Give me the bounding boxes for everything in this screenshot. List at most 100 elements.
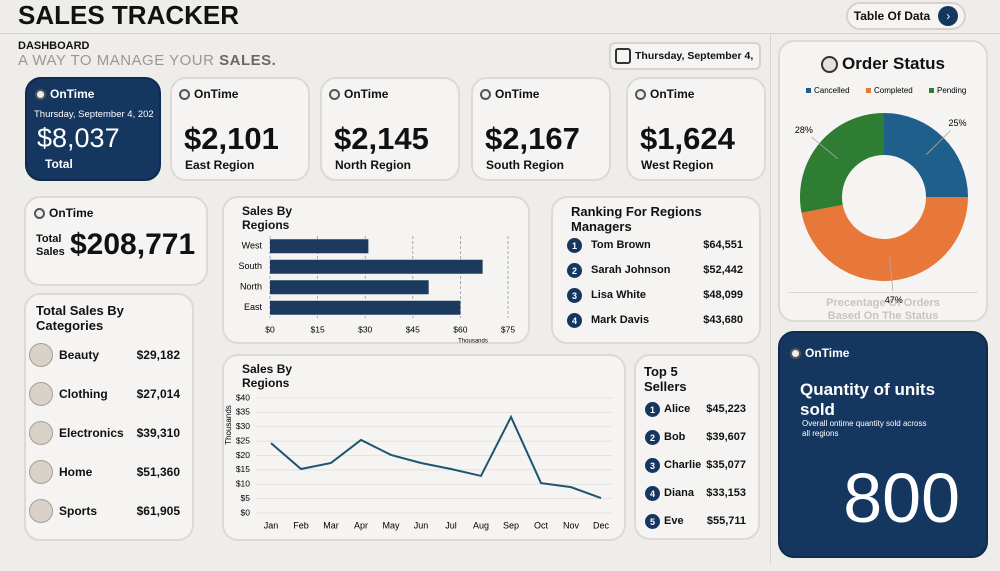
categories-card: Total Sales By Categories Beauty $29,182 Cl…: [24, 293, 194, 541]
tagline-text: A WAY TO MANAGE YOUR: [18, 52, 215, 69]
seller-value: $39,607: [706, 431, 746, 443]
category-icon: [29, 382, 53, 406]
total-value: $8,037: [37, 123, 120, 153]
page-title: SALES TRACKER: [18, 0, 240, 30]
total-sales-value: $208,771: [70, 228, 196, 261]
tagline: A WAY TO MANAGE YOUR SALES.: [18, 52, 276, 69]
region-card: OnTime $2,145 North Region: [320, 77, 460, 181]
seller-name: Bob: [664, 431, 686, 443]
seller-name: Alice: [664, 403, 691, 415]
divider: [770, 34, 771, 564]
title-icon: [821, 55, 838, 73]
seller-name: Charlie: [664, 459, 702, 471]
rank-badge: 4: [567, 313, 582, 328]
category-name: Electronics: [59, 426, 124, 440]
region-label: East Region: [185, 158, 255, 172]
rank-badge: 3: [567, 288, 582, 303]
units-title: Quantity of units sold: [800, 380, 936, 419]
chart-title: Sales By Regions: [242, 362, 293, 390]
region-value: $1,624: [640, 121, 735, 156]
rank-badge: 1: [567, 238, 582, 253]
category-name: Clothing: [59, 387, 108, 401]
units-card: OnTime Quantity of units sold Overall onti…: [778, 331, 988, 558]
card-title: Total Sales By Categories: [36, 303, 124, 333]
region-card: OnTime $2,101 East Region: [170, 77, 310, 181]
status: OnTime: [34, 206, 93, 220]
tagline-emphasis: SALES.: [219, 52, 277, 69]
category-icon: [29, 421, 53, 445]
button-label: Table Of Data: [853, 9, 931, 23]
manager-name: Sarah Johnson: [591, 264, 671, 276]
rank-badge: 2: [645, 430, 660, 445]
manager-name: Tom Brown: [591, 239, 651, 251]
divider: [788, 292, 978, 293]
rank-badge: 1: [645, 402, 660, 417]
seller-name: Eve: [664, 515, 684, 527]
card-title: Top 5 Sellers: [644, 364, 687, 394]
label-line: Total: [36, 233, 62, 245]
manager-value: $48,099: [703, 289, 743, 301]
section-label: DASHBOARD: [18, 40, 90, 52]
status: OnTime: [480, 87, 539, 101]
category-value: $51,360: [136, 465, 180, 479]
chart-title: Order Status: [780, 54, 986, 74]
sellers-card: Top 5 Sellers 1 Alice $45,223 2 Bob $39,607 3 Ch…: [634, 354, 760, 540]
category-name: Home: [59, 465, 93, 479]
region-label: North Region: [335, 158, 411, 172]
line-chart-card: Sales By Regions: [222, 354, 626, 541]
category-icon: [29, 499, 53, 523]
category-value: $39,310: [136, 426, 180, 440]
status: OnTime: [35, 87, 94, 101]
total-sales-card: OnTime Total Sales $208,771: [24, 196, 208, 286]
category-value: $27,014: [136, 387, 180, 401]
manager-value: $52,442: [703, 264, 743, 276]
seller-name: Diana: [664, 487, 694, 499]
region-value: $2,145: [334, 121, 429, 156]
status: OnTime: [635, 87, 694, 101]
divider: [0, 33, 1000, 34]
rank-badge: 3: [645, 458, 660, 473]
manager-value: $43,680: [703, 314, 743, 326]
status: OnTime: [790, 346, 849, 360]
seller-value: $45,223: [706, 403, 746, 415]
bar-chart-card: Sales By Regions: [222, 196, 530, 344]
button-icon: ›: [938, 6, 959, 26]
status: OnTime: [329, 87, 388, 101]
category-icon: [29, 460, 53, 484]
region-card: OnTime $2,167 South Region: [471, 77, 611, 181]
rank-badge: 2: [567, 263, 582, 278]
chart-title: Sales By Regions: [242, 204, 293, 232]
title-text: Order Status: [842, 54, 945, 73]
date: Thursday, September 4, 202: [34, 109, 154, 120]
rank-badge: 5: [645, 514, 660, 529]
order-status-card: Order Status Precentage Of Orders Based O…: [778, 40, 988, 322]
table-button[interactable]: Table Of Data ›: [846, 2, 966, 30]
manager-name: Mark Davis: [591, 314, 650, 326]
category-name: Beauty: [59, 348, 100, 362]
label-line: Sales: [36, 246, 65, 258]
card-title: Ranking For Regions Managers: [571, 204, 702, 234]
manager-value: $64,551: [703, 239, 743, 251]
date-text: Thursday, September 4,: [635, 50, 754, 62]
category-name: Sports: [59, 504, 98, 518]
units-subtitle: Overall ontime quantity sold across all …: [802, 419, 927, 438]
seller-value: $55,711: [706, 515, 746, 527]
total-label: Total: [45, 157, 73, 171]
category-value: $61,905: [136, 504, 180, 518]
rank-badge: 4: [645, 486, 660, 501]
units-value: 800: [843, 459, 960, 537]
total-card: OnTime Thursday, September 4, 202 $8,037 To…: [25, 77, 161, 181]
calendar-icon: [615, 48, 631, 64]
status: OnTime: [179, 87, 238, 101]
region-label: South Region: [486, 158, 564, 172]
seller-value: $35,077: [706, 459, 746, 471]
manager-name: Lisa White: [591, 289, 647, 301]
date-box[interactable]: Thursday, September 4,: [609, 42, 761, 70]
region-label: West Region: [641, 158, 714, 172]
chart-caption: Precentage Of Orders Based On The Status: [826, 297, 940, 322]
category-icon: [29, 343, 53, 367]
seller-value: $33,153: [706, 487, 746, 499]
ranking-card: Ranking For Regions Managers 1 Tom Brown $6…: [551, 196, 761, 344]
region-value: $2,167: [485, 121, 580, 156]
